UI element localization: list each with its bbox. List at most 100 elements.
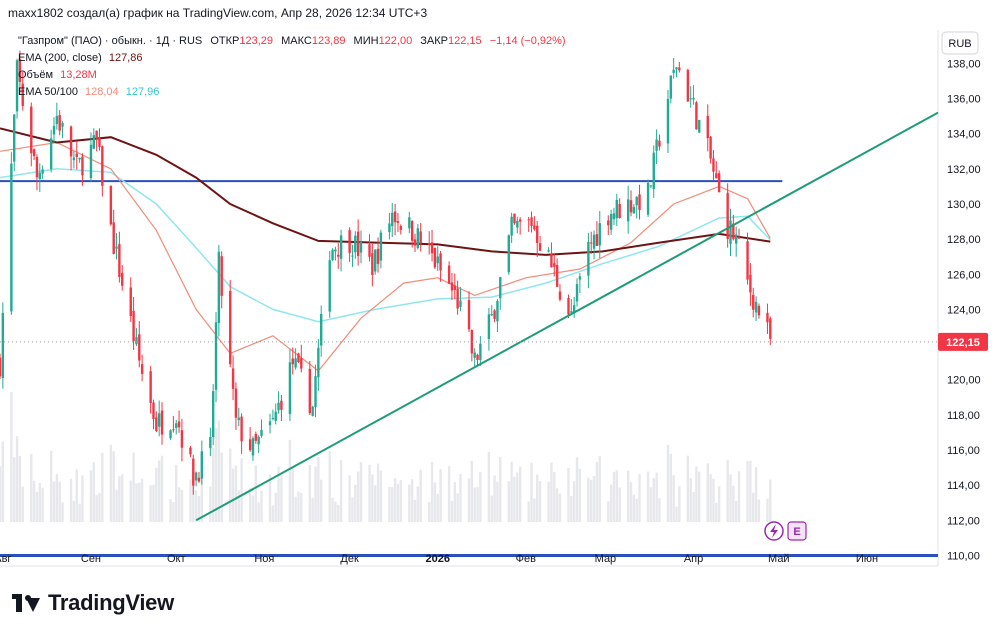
volume-bar [371,474,374,522]
candle-body [516,220,519,228]
time-axis[interactable]: Авг Сен Окт Ноя Дек 2026 Фев Мар Апр Май Июн [0,553,878,565]
volume-bar [686,455,690,522]
volume-bar [567,468,570,522]
candle-body [328,260,331,312]
candle-body [339,235,343,259]
volume-bar [30,453,33,522]
candle-body [456,288,459,309]
candle-body [152,402,155,420]
volume-bar [769,479,772,522]
volume-bar [118,476,121,522]
volume-bar [121,474,124,522]
candle-body [450,282,454,291]
chart-attribution: maxx1802 создал(а) график на TradingView… [8,6,428,20]
volume-bar [575,457,579,522]
candle-body [709,136,712,159]
volume-bar [172,502,175,522]
candle-body [496,300,499,322]
volume-bar [376,463,380,522]
candle-body [348,230,351,253]
candle-body [686,69,690,102]
candle-body [308,368,312,414]
candle-body [115,246,118,249]
candle-body [155,417,158,432]
volume-bar [632,494,636,522]
tradingview-logo[interactable]: TradingView [12,590,174,616]
volume-bar [698,471,701,522]
volume-bar [476,487,479,522]
candle-body [453,285,456,290]
price-axis[interactable]: 138,00 136,00 134,00 132,00 130,00 128,00 126,… [947,58,981,562]
volume-bar [89,470,93,522]
candle-body [118,244,121,277]
candle-body [248,439,252,451]
volume-bar [177,487,181,522]
price-tick: 118,00 [947,410,980,422]
candle-body [410,220,414,241]
candle-body [689,98,692,100]
volume-bar [553,471,556,522]
currency-button[interactable]: RUB [941,31,979,55]
chart-legend: "Газпром" (ПАО) · обыкн. · 1Д · RUS ОТКР… [18,35,566,98]
candle-body [746,241,749,280]
volume-bar [288,439,292,522]
volume-bar [726,460,729,522]
volume-bar [348,475,351,522]
volume-bar [499,457,502,522]
candle-body [101,146,104,186]
candle-body [527,219,530,221]
price-tick: 110,00 [947,550,980,562]
candle-body [439,253,442,271]
svg-text:Объём 13,28M: Объём 13,28M [18,69,97,81]
candle-body [649,185,653,187]
volume-bar [587,477,590,522]
ema200-line [0,127,771,256]
candle-body [575,284,579,302]
candle-body [391,212,394,227]
price-tick: 112,00 [947,515,980,527]
candle-body [112,222,115,254]
volume-bar [493,475,496,522]
lightning-icon[interactable] [764,521,784,541]
legend-symbol: "Газпром" (ПАО) · обыкн. · 1Д · RUS [18,35,202,47]
currency-label: RUB [948,38,971,50]
volume-bar [439,469,442,522]
volume-bar [368,464,371,522]
candle-body [567,298,570,315]
volume-bar [18,455,22,522]
price-tick: 116,00 [947,445,980,457]
volume-bar [430,461,434,522]
volume-bar [300,492,303,522]
candle-body [578,276,582,280]
volume-bar [35,491,39,522]
candle-body [75,153,78,157]
volume-bar [766,498,769,522]
volume-bar [669,453,673,522]
candle-body [368,244,371,257]
candle-body [487,314,491,340]
candle-body [726,192,729,239]
volume-bar [590,479,593,522]
candle-body [72,157,76,161]
candle-body [81,156,84,176]
volume-bar [280,475,283,522]
volume-bar [180,489,184,522]
candle-body [757,305,761,316]
earnings-icon[interactable]: E [787,521,807,541]
candle-body [533,225,536,230]
volume-bar [453,482,456,522]
candle-body [629,200,633,213]
volume-bar [112,451,115,522]
candle-body [737,237,741,239]
volume-bar [672,475,675,522]
trendline[interactable] [195,111,939,522]
volume-bar [675,506,678,522]
candle-body [592,234,596,249]
candle-body [612,213,616,220]
candle-body [371,253,374,275]
candle-body [499,277,502,299]
volume-bar [490,495,493,522]
candle-body [172,429,175,431]
volume-bar [467,478,471,522]
